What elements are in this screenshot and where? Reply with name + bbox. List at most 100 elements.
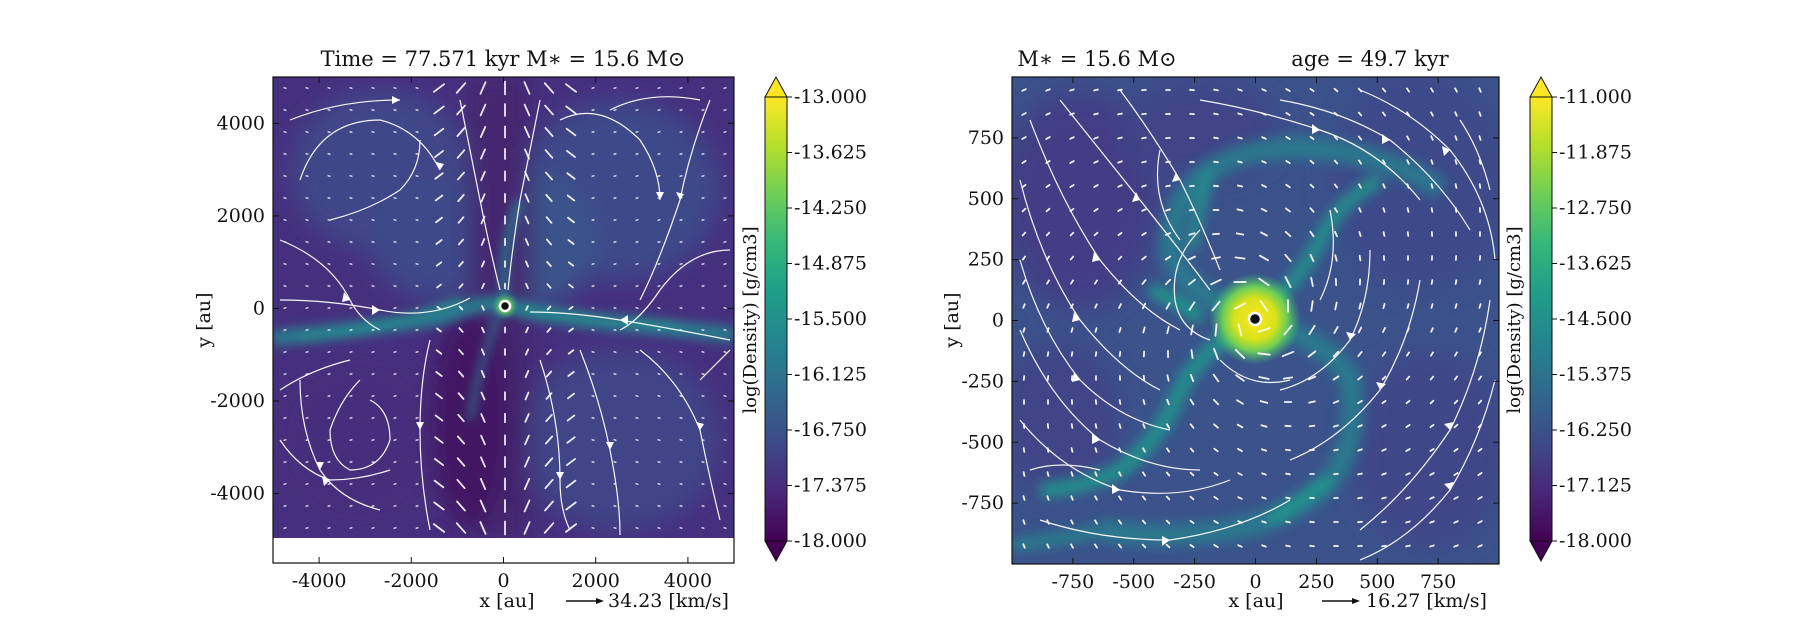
- right-velocity-vector: [1286, 474, 1290, 475]
- right-velocity-vector: [1310, 426, 1315, 427]
- right-velocity-vector: [1480, 280, 1481, 284]
- right-velocity-vector: [1284, 377, 1292, 378]
- right-velocity-vector: [1262, 521, 1266, 522]
- right-velocity-vector: [1479, 136, 1480, 140]
- right-velocity-vector: [1455, 136, 1456, 140]
- right-velocity-vector: [1238, 185, 1242, 186]
- left-density-map: [270, 77, 734, 563]
- right-velocity-vector: [1046, 89, 1050, 90]
- right-velocity-vector: [1430, 521, 1434, 522]
- right-velocity-vector: [1215, 324, 1216, 336]
- right-velocity-vector: [1407, 304, 1408, 308]
- right-velocity-key: 16.27 [km/s]: [1322, 590, 1487, 612]
- right-velocity-vector: [1214, 138, 1218, 139]
- right-velocity-vector: [1094, 137, 1098, 138]
- right-velocity-vector: [1358, 474, 1362, 475]
- right-velocity-vector: [1382, 546, 1386, 547]
- right-velocity-vector: [1119, 328, 1120, 332]
- right-velocity-vector: [1360, 256, 1361, 261]
- right-velocity-vector: [1408, 280, 1409, 284]
- right-velocity-vector: [1094, 90, 1098, 91]
- right-colorbar-tick-label: -13.625: [1559, 253, 1632, 275]
- right-velocity-vector: [1286, 450, 1290, 451]
- right-colorbar-tick-label: -15.375: [1559, 364, 1632, 386]
- right-velocity-vector: [1431, 184, 1432, 188]
- left-colorbar-tick-label: -13.625: [794, 142, 867, 164]
- right-velocity-vector: [1237, 209, 1242, 210]
- right-velocity-vector: [1358, 498, 1362, 499]
- right-velocity-vector: [1023, 520, 1024, 524]
- right-velocity-vector: [1382, 498, 1386, 499]
- right-velocity-vector: [1430, 545, 1434, 546]
- left-title: Time = 77.571 kyr M∗ = 15.6 M⊙: [321, 47, 686, 71]
- right-y-label: y [au]: [941, 292, 963, 348]
- right-velocity-vector: [1479, 304, 1480, 308]
- right-velocity-vector: [1096, 352, 1097, 356]
- right-velocity-vector: [1454, 545, 1458, 546]
- right-velocity-vector: [1406, 497, 1410, 498]
- right-velocity-vector: [1358, 449, 1362, 450]
- left-x-tick-label: 4000: [664, 570, 712, 592]
- right-velocity-vector: [1455, 304, 1456, 308]
- right-velocity-vector: [1359, 232, 1360, 236]
- left-colorbar-tick-label: -16.750: [794, 419, 867, 441]
- right-velocity-vector: [1262, 545, 1266, 546]
- right-velocity-vector: [1334, 450, 1338, 451]
- right-velocity-vector: [1071, 472, 1072, 476]
- left-colorbar-tick-label: -17.375: [794, 475, 867, 497]
- right-velocity-vector: [1214, 114, 1218, 115]
- left-x-tick-label: -4000: [292, 570, 347, 592]
- right-velocity-vector: [1166, 186, 1170, 187]
- left-colorbar-tick-label: -15.500: [794, 308, 867, 330]
- right-colorbar-tick-label: -16.250: [1559, 419, 1632, 441]
- right-title-mass: M∗ = 15.6 M⊙: [1017, 47, 1176, 71]
- right-velocity-vector: [1382, 522, 1386, 523]
- right-y-tick-label: -500: [961, 431, 1004, 453]
- right-colorbar-tick-label: -12.750: [1559, 197, 1632, 219]
- right-velocity-vector: [1094, 113, 1098, 114]
- right-velocity-vector: [1070, 89, 1074, 90]
- right-y-tick-label: 500: [968, 188, 1004, 210]
- right-velocity-vector: [1119, 424, 1120, 428]
- left-velocity-key-label: 34.23 [km/s]: [608, 590, 729, 612]
- right-velocity-vector: [1238, 137, 1242, 138]
- right-velocity-vector: [1167, 375, 1168, 380]
- right-velocity-vector: [1238, 161, 1242, 162]
- right-colorbar-tick-label: -18.000: [1559, 530, 1632, 552]
- right-velocity-vector: [1406, 546, 1410, 547]
- right-velocity-vector: [1024, 472, 1025, 476]
- right-velocity-vector: [1142, 185, 1146, 186]
- right-velocity-vector: [1166, 209, 1170, 210]
- right-velocity-vector: [1455, 160, 1456, 164]
- left-velocity-key: 34.23 [km/s]: [566, 590, 729, 612]
- right-velocity-vector: [1408, 232, 1409, 236]
- right-velocity-vector: [1047, 496, 1048, 500]
- left-y-tick-label: -4000: [210, 483, 265, 505]
- right-velocity-vector: [1118, 161, 1122, 162]
- right-velocity-vector: [1431, 160, 1432, 164]
- right-velocity-vector: [1237, 233, 1244, 234]
- right-velocity-vector: [1480, 184, 1481, 188]
- left-y-tick-label: 4000: [217, 112, 265, 134]
- left-colorbar-tick-label: -16.125: [794, 364, 867, 386]
- right-y-tick-label: -750: [961, 492, 1004, 514]
- right-velocity-vector: [1383, 304, 1384, 308]
- left-colorbar-tick-label: -14.875: [794, 253, 867, 275]
- right-velocity-vector: [1432, 208, 1433, 212]
- right-x-tick-label: -750: [1052, 571, 1095, 593]
- right-density-map: [1000, 70, 1510, 564]
- right-velocity-vector: [1286, 498, 1290, 499]
- right-x-tick-label: -500: [1112, 571, 1155, 593]
- left-x-tick-label: 2000: [572, 570, 620, 592]
- right-velocity-key-label: 16.27 [km/s]: [1366, 590, 1487, 612]
- right-title-age: age = 49.7 kyr: [1291, 47, 1449, 71]
- right-velocity-vector: [1142, 138, 1146, 139]
- right-colorbar-tick-label: -17.125: [1559, 475, 1632, 497]
- left-y-tick-label: -2000: [210, 390, 265, 412]
- right-velocity-vector: [1072, 424, 1073, 428]
- right-velocity-vector: [1143, 400, 1144, 404]
- left-colorbar-tick-label: -13.000: [794, 86, 867, 108]
- right-velocity-vector: [1142, 162, 1146, 163]
- right-velocity-vector: [1384, 232, 1385, 236]
